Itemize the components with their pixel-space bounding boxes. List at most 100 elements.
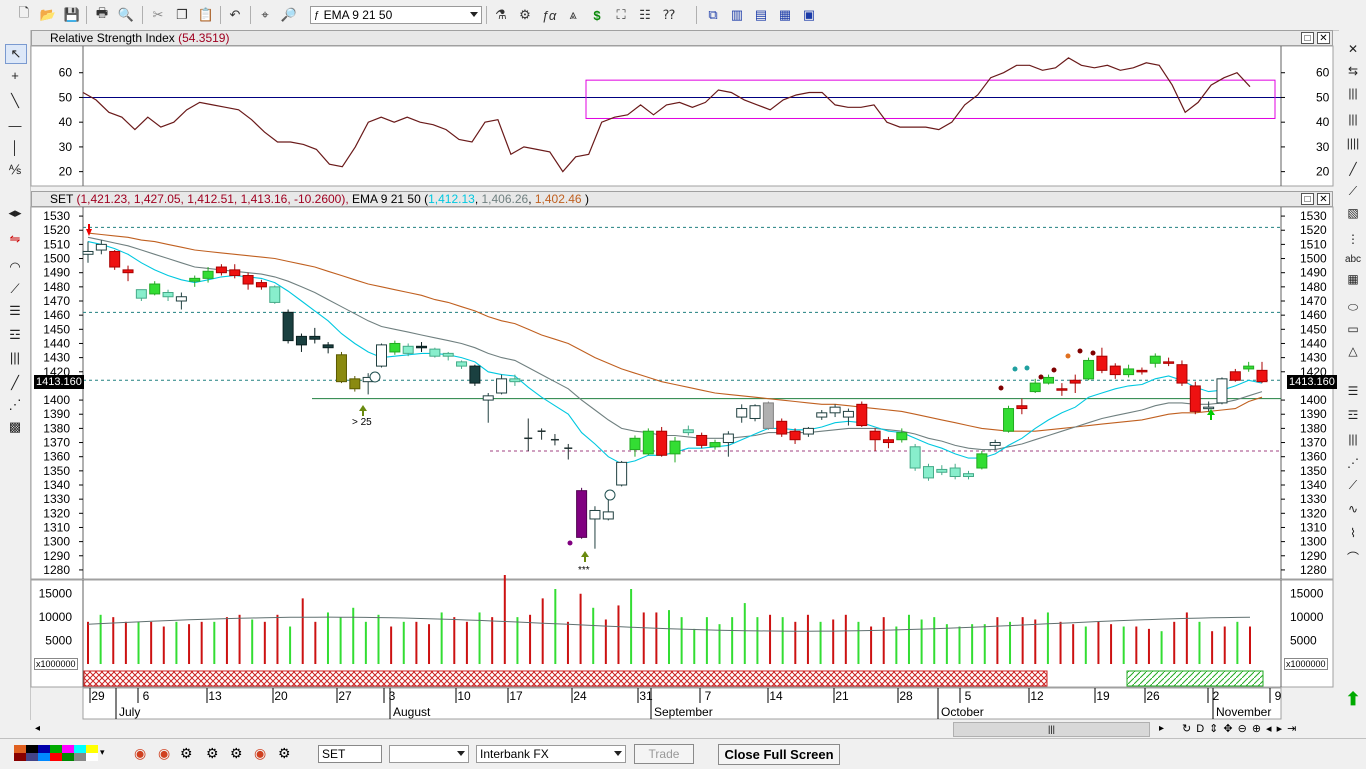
close-full-screen-button[interactable]: Close Full Screen: [718, 744, 840, 765]
ray-icon[interactable]: ╱: [11, 375, 19, 390]
rectangle-tool-icon[interactable]: ▭: [1347, 322, 1359, 336]
table-tool-icon[interactable]: ▦: [1347, 272, 1359, 286]
line-tool-icon[interactable]: ╱: [1349, 162, 1357, 176]
scroll-right-icon[interactable]: ▸: [1159, 723, 1165, 734]
fan-icon[interactable]: ⟋: [10, 281, 20, 296]
nav-next-icon[interactable]: ▸: [1276, 723, 1283, 735]
dollar-icon[interactable]: $: [593, 7, 601, 23]
ellipse-tool-icon[interactable]: ⬭: [1347, 299, 1359, 314]
horizontal-scrollbar[interactable]: ◂ ||| ▸: [31, 721, 1181, 737]
refresh-icon[interactable]: ↻: [1182, 723, 1192, 735]
ema21-value: 1,406.26: [481, 192, 529, 206]
crosshair-tool-icon[interactable]: +: [11, 67, 19, 83]
robot-icon[interactable]: ⚙: [180, 745, 193, 761]
fan-tool-icon[interactable]: ⟋: [1348, 183, 1358, 198]
price-tick-left-22: 1300: [43, 535, 70, 549]
nav-prev-icon[interactable]: ◂: [1266, 723, 1272, 735]
price-maximize-button[interactable]: □: [1301, 193, 1314, 205]
empty-select[interactable]: [389, 745, 469, 763]
fx-icon[interactable]: ƒα: [541, 7, 557, 23]
price-close-button[interactable]: ✕: [1317, 193, 1330, 205]
wave-tool-icon[interactable]: ⌇: [1350, 526, 1356, 540]
tile-horizontal-icon[interactable]: ▤: [754, 7, 768, 22]
time-tool-icon[interactable]: |||: [1348, 432, 1358, 446]
volume-tick-right-2: 5000: [1290, 634, 1317, 648]
horizontal-line-icon[interactable]: —: [8, 117, 22, 133]
resize-vertical-icon[interactable]: ⇕: [1209, 723, 1219, 735]
palette-dropdown-icon[interactable]: ▾: [100, 747, 105, 757]
text-tool-icon[interactable]: abc: [1344, 253, 1362, 265]
curve-tool-icon[interactable]: ⌒: [1346, 550, 1359, 565]
speed-lines-icon[interactable]: ⋰: [8, 397, 22, 412]
fib-retracement-icon[interactable]: ☰: [9, 303, 21, 318]
channel-icon[interactable]: ⇋: [9, 231, 21, 246]
open-folder-icon[interactable]: 📂: [39, 7, 57, 22]
up-arrow-icon[interactable]: ⬆: [1345, 688, 1361, 709]
robot-2-icon[interactable]: ⚙: [206, 745, 219, 761]
color-palette[interactable]: [14, 745, 98, 761]
chrome-2-icon[interactable]: ◉: [158, 745, 171, 761]
expert-icon[interactable]: ⩓: [569, 7, 577, 22]
speed-tool-icon[interactable]: ⋰: [1347, 456, 1359, 470]
arrows-icon[interactable]: ⇆: [1347, 64, 1359, 78]
print-icon[interactable]: 🖶: [95, 5, 109, 20]
pointer-icon[interactable]: ↖: [5, 44, 27, 64]
new-file-icon[interactable]: 🗋: [18, 5, 30, 20]
bars-tool-3-icon[interactable]: ||||: [1346, 136, 1360, 150]
cut-icon[interactable]: ✂: [152, 7, 164, 22]
dots-icon[interactable]: ⋮: [1347, 232, 1359, 246]
time-zones-icon[interactable]: |||: [9, 349, 21, 365]
source-select[interactable]: Interbank FX: [476, 745, 626, 763]
tile-grid-icon[interactable]: ▦: [778, 7, 792, 22]
bars-tool-icon[interactable]: |||: [1348, 86, 1358, 100]
zoom-icon[interactable]: 🔎: [280, 7, 298, 22]
nav-end-icon[interactable]: ⇥: [1287, 723, 1297, 735]
formula-icon[interactable]: ⚙: [519, 7, 531, 22]
zoom-out-icon[interactable]: ⊖: [1237, 723, 1247, 735]
chrome-icon[interactable]: ◉: [134, 745, 147, 761]
settings-icon[interactable]: ☷: [639, 7, 651, 22]
price-tick-right-23: 1290: [1300, 549, 1327, 563]
crosshair-icon[interactable]: ⌖: [261, 7, 269, 22]
gann-tool-icon[interactable]: ⟋: [1348, 477, 1358, 492]
window-cascade-icon[interactable]: ⧉: [708, 7, 718, 22]
binoculars-icon[interactable]: ⛶: [616, 7, 626, 22]
robot-3-icon[interactable]: ⚙: [230, 745, 243, 761]
bottom-toolbar: ▾ ◉ ◉ ⚙ ⚙ ⚙ ◉ ⚙ Interbank FX Trade Close…: [0, 738, 1366, 769]
print-preview-icon[interactable]: 🔍: [117, 7, 135, 22]
trade-button[interactable]: Trade: [634, 744, 694, 764]
undo-icon[interactable]: ↶: [229, 7, 241, 22]
layout-icon[interactable]: ▣: [802, 7, 816, 22]
scroll-arrows-icon[interactable]: ◂▸: [8, 205, 22, 220]
vertical-line-icon[interactable]: │: [10, 139, 20, 155]
scroll-thumb[interactable]: |||: [953, 722, 1150, 737]
trendline-icon[interactable]: ╲: [11, 93, 19, 108]
hatch-tool-icon[interactable]: ▧: [1347, 206, 1359, 220]
bars-tool-2-icon[interactable]: |||: [1348, 112, 1358, 126]
paste-icon[interactable]: 📋: [197, 7, 215, 22]
arc-icon[interactable]: ◠: [9, 259, 21, 274]
rsi-icon[interactable]: ⚗: [495, 7, 507, 22]
fib-tool-icon[interactable]: ☰: [1347, 384, 1359, 398]
triangle-tool-icon[interactable]: △: [1348, 344, 1358, 358]
scroll-left-icon[interactable]: ◂: [35, 723, 41, 734]
copy-icon[interactable]: ❐: [176, 7, 188, 22]
rsi-maximize-button[interactable]: □: [1301, 32, 1314, 44]
period-d-icon[interactable]: D: [1196, 722, 1205, 735]
zoom-in-icon[interactable]: ⊕: [1251, 723, 1262, 735]
close-icon[interactable]: ✕: [1347, 42, 1359, 56]
fib-extension-icon[interactable]: ☲: [9, 327, 21, 342]
robot-4-icon[interactable]: ⚙: [278, 745, 291, 761]
move-icon[interactable]: ✥: [1223, 723, 1233, 735]
indicator-select[interactable]: ƒ EMA 9 21 50: [310, 6, 482, 24]
fib-tool-2-icon[interactable]: ☲: [1347, 408, 1359, 422]
rsi-close-button[interactable]: ✕: [1317, 32, 1330, 44]
grid-tool-icon[interactable]: ▩: [8, 419, 22, 434]
tile-vertical-icon[interactable]: ▥: [730, 7, 744, 22]
percent-tool-icon[interactable]: ⅍: [8, 161, 22, 177]
symbol-input[interactable]: [318, 745, 382, 763]
cycle-tool-icon[interactable]: ∿: [1347, 502, 1359, 516]
chrome-3-icon[interactable]: ◉: [254, 745, 267, 761]
save-icon[interactable]: 💾: [63, 7, 81, 22]
help-icon[interactable]: ⁇: [663, 7, 675, 22]
